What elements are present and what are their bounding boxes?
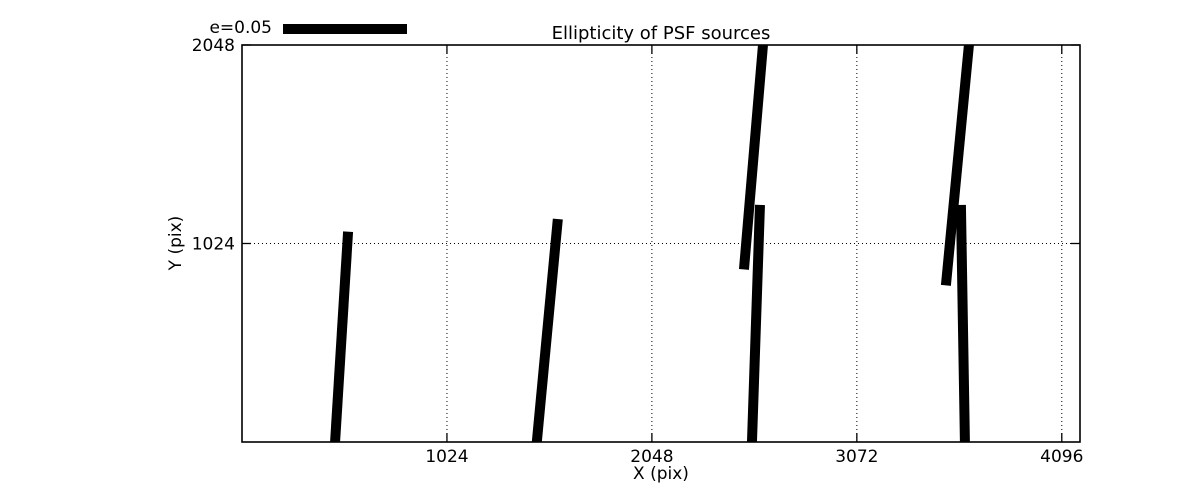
x-axis-label: X (pix) <box>633 464 689 484</box>
whisker-segment <box>746 204 765 443</box>
x-tick-label: 4096 <box>1040 447 1083 467</box>
whisker-segments <box>330 44 974 443</box>
whisker-segment <box>531 218 563 443</box>
whisker-segment <box>330 231 354 443</box>
y-tick-label: 1024 <box>192 235 235 255</box>
axis-ticks <box>242 44 1080 442</box>
x-tick-labels: 1024 2048 3072 4096 <box>425 447 1083 467</box>
x-tick-label: 2048 <box>630 447 673 467</box>
x-tick-label: 3072 <box>835 447 878 467</box>
whisker-segment <box>955 204 970 443</box>
x-tick-label: 1024 <box>425 447 468 467</box>
y-tick-label: 2048 <box>192 36 235 56</box>
whisker-segment <box>940 44 974 286</box>
chart-title: Ellipticity of PSF sources <box>551 23 771 44</box>
y-tick-labels: 1024 2048 <box>192 36 235 255</box>
legend-label: e=0.05 <box>209 18 272 38</box>
whisker-segment <box>738 44 768 270</box>
legend-line-sample <box>283 24 407 34</box>
y-axis-label: Y (pix) <box>166 215 186 271</box>
